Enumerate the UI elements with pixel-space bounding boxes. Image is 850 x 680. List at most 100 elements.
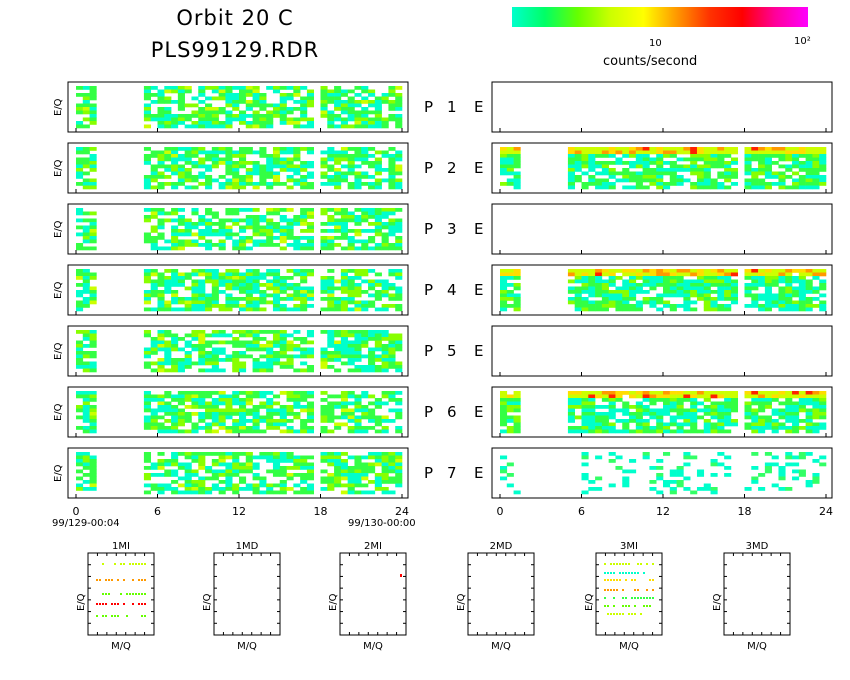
heatmap-cell-right-7 <box>669 480 677 484</box>
heatmap-cell-left-4 <box>184 276 192 280</box>
heatmap-cell-left-5 <box>89 340 97 345</box>
heatmap-cell-left-1 <box>320 86 328 90</box>
heatmap-cell-right-6 <box>798 408 806 413</box>
heatmap-cell-left-1 <box>198 86 206 90</box>
heatmap-cell-left-1 <box>211 124 219 129</box>
heatmap-cell-right-2 <box>581 161 589 165</box>
heatmap-cell-right-6 <box>595 391 603 395</box>
heatmap-cell-left-4 <box>361 290 369 294</box>
heatmap-cell-left-7 <box>252 466 260 470</box>
heatmap-cell-left-6 <box>266 412 274 416</box>
heatmap-cell-right-7 <box>622 469 630 474</box>
heatmap-cell-left-4 <box>272 290 281 294</box>
heatmap-cell-right-2 <box>635 161 643 165</box>
heatmap-cell-right-4 <box>683 293 691 298</box>
heatmap-cell-left-2 <box>306 164 315 169</box>
heatmap-cell-right-2 <box>567 147 576 151</box>
heatmap-cell-left-3 <box>381 239 389 244</box>
heatmap-cell-left-3 <box>327 222 335 226</box>
heatmap-cell-left-7 <box>300 490 308 495</box>
heatmap-cell-left-6 <box>211 429 219 434</box>
heatmap-cell-left-1 <box>150 93 158 97</box>
heatmap-cell-left-5 <box>368 361 376 366</box>
heatmap-cell-left-1 <box>205 121 213 125</box>
heatmap-cell-left-2 <box>89 157 97 162</box>
heatmap-cell-left-2 <box>266 171 274 176</box>
mass-point <box>141 593 143 595</box>
heatmap-cell-right-7 <box>724 473 732 477</box>
heatmap-cell-left-1 <box>225 121 233 125</box>
heatmap-cell-right-6 <box>601 419 609 423</box>
heatmap-cell-left-4 <box>388 283 396 287</box>
heatmap-cell-right-6 <box>656 419 664 423</box>
heatmap-cell-left-2 <box>252 168 260 172</box>
heatmap-cell-left-2 <box>259 164 267 169</box>
panel-frame-left-5 <box>67 325 409 377</box>
heatmap-cell-left-6 <box>252 422 260 427</box>
heatmap-cell-right-4 <box>785 272 793 277</box>
heatmap-cell-left-3 <box>327 229 335 233</box>
heatmap-cell-left-4 <box>218 283 226 287</box>
heatmap-cell-left-5 <box>171 347 179 352</box>
heatmap-cell-right-6 <box>812 426 820 430</box>
heatmap-cell-left-6 <box>157 429 165 434</box>
heatmap-cell-left-1 <box>334 100 342 104</box>
heatmap-cell-left-7 <box>381 480 389 484</box>
heatmap-cell-left-6 <box>184 419 192 423</box>
heatmap-cell-left-5 <box>157 358 165 362</box>
heatmap-cell-left-5 <box>198 368 206 373</box>
heatmap-cell-left-6 <box>218 394 226 399</box>
heatmap-cell-left-2 <box>293 168 301 172</box>
heatmap-cell-left-3 <box>395 208 403 212</box>
heatmap-cell-left-2 <box>239 154 247 158</box>
heatmap-cell-left-6 <box>198 391 206 395</box>
heatmap-cell-left-1 <box>211 114 219 118</box>
heatmap-cell-right-6 <box>581 394 589 399</box>
heatmap-cell-right-2 <box>717 175 725 179</box>
heatmap-cell-left-5 <box>388 347 396 352</box>
heatmap-cell-left-6 <box>266 415 274 420</box>
heatmap-cell-left-7 <box>239 466 247 470</box>
heatmap-cell-left-6 <box>266 426 274 430</box>
heatmap-cell-left-5 <box>245 344 253 348</box>
heatmap-cell-left-7 <box>354 483 362 488</box>
heatmap-cell-left-4 <box>164 307 172 312</box>
heatmap-cell-left-5 <box>76 361 84 366</box>
heatmap-cell-left-4 <box>239 279 247 284</box>
heatmap-cell-left-3 <box>76 246 84 251</box>
heatmap-cell-left-2 <box>239 178 247 183</box>
heatmap-cell-left-1 <box>76 121 84 125</box>
heatmap-cell-right-2 <box>764 150 772 155</box>
heatmap-cell-left-7 <box>334 469 342 474</box>
heatmap-cell-right-4 <box>649 269 657 273</box>
heatmap-cell-left-4 <box>150 269 158 273</box>
heatmap-cell-right-4 <box>819 286 827 291</box>
heatmap-cell-left-6 <box>171 422 179 427</box>
heatmap-cell-left-5 <box>381 354 389 359</box>
heatmap-cell-left-7 <box>388 455 396 460</box>
heatmap-cell-right-6 <box>744 405 752 409</box>
mass-point <box>102 615 104 617</box>
heatmap-cell-left-5 <box>171 337 179 341</box>
heatmap-cell-left-2 <box>225 182 233 186</box>
heatmap-cell-left-4 <box>374 297 382 301</box>
heatmap-cell-left-5 <box>374 368 382 373</box>
heatmap-cell-left-6 <box>218 401 226 406</box>
heatmap-cell-left-4 <box>340 290 348 294</box>
heatmap-cell-left-3 <box>211 229 219 233</box>
heatmap-cell-right-4 <box>812 290 820 294</box>
heatmap-cell-left-3 <box>374 229 382 233</box>
heatmap-cell-left-1 <box>198 124 206 129</box>
heatmap-cell-left-7 <box>177 490 185 495</box>
heatmap-cell-right-6 <box>506 401 514 406</box>
heatmap-cell-left-5 <box>76 354 84 359</box>
heatmap-cell-right-4 <box>588 283 596 287</box>
heatmap-cell-left-7 <box>286 476 294 481</box>
heatmap-cell-left-7 <box>177 476 185 481</box>
heatmap-cell-left-3 <box>205 243 213 247</box>
heatmap-cell-left-1 <box>225 114 233 118</box>
heatmap-cell-left-6 <box>205 391 213 395</box>
heatmap-cell-right-4 <box>690 307 698 312</box>
heatmap-cell-left-1 <box>239 89 247 94</box>
heatmap-cell-right-4 <box>635 300 643 305</box>
